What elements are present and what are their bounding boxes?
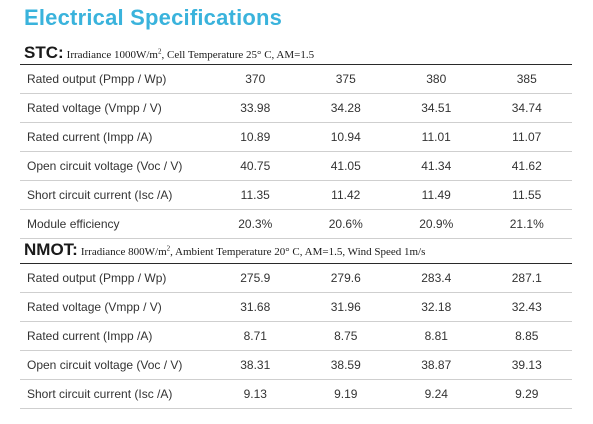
value-cell: 38.87 — [391, 350, 482, 380]
page-title: Electrical Specifications — [24, 5, 283, 30]
stc-conditions: Irradiance 1000W/m2, Cell Temperature 25… — [66, 47, 315, 61]
value-cell: 11.01 — [391, 122, 482, 152]
value-cell: 34.51 — [391, 93, 482, 123]
value-cell: 11.49 — [391, 180, 482, 210]
table-row: Module efficiency 20.3% 20.6% 20.9% 21.1% — [20, 209, 572, 239]
value-cell: 20.3% — [210, 209, 301, 239]
parameter-name: Open circuit voltage (Voc / V) — [20, 350, 210, 380]
table-row: Rated voltage (Vmpp / V) 31.68 31.96 32.18 3… — [20, 292, 572, 322]
value-cell: 39.13 — [481, 350, 572, 380]
parameter-name: Rated current (Impp /A) — [20, 122, 210, 152]
value-cell: 41.34 — [391, 151, 482, 181]
parameter-name: Short circuit current (Isc /A) — [20, 379, 210, 409]
value-cell: 21.1% — [481, 209, 572, 239]
value-cell: 9.24 — [391, 379, 482, 409]
value-cell: 40.75 — [210, 151, 301, 181]
parameter-name: Rated output (Pmpp / Wp) — [20, 64, 210, 94]
value-cell: 385 — [481, 64, 572, 94]
value-cell: 10.94 — [300, 122, 391, 152]
value-cell: 38.59 — [300, 350, 391, 380]
value-cell: 8.85 — [481, 321, 572, 351]
value-cell: 11.55 — [481, 180, 572, 210]
nmot-table: Rated output (Pmpp / Wp) 275.9 279.6 283.4 2… — [20, 263, 572, 409]
value-cell: 31.96 — [300, 292, 391, 322]
value-cell: 375 — [300, 64, 391, 94]
parameter-name: Rated output (Pmpp / Wp) — [20, 263, 210, 293]
value-cell: 32.18 — [391, 292, 482, 322]
value-cell: 34.28 — [300, 93, 391, 123]
value-cell: 8.81 — [391, 321, 482, 351]
value-cell: 31.68 — [210, 292, 301, 322]
value-cell: 9.13 — [210, 379, 301, 409]
value-cell: 11.35 — [210, 180, 301, 210]
parameter-name: Rated current (Impp /A) — [20, 321, 210, 351]
table-row: Rated current (Impp /A) 10.89 10.94 11.01 11… — [20, 122, 572, 152]
value-cell: 9.29 — [481, 379, 572, 409]
value-cell: 38.31 — [210, 350, 301, 380]
parameter-name: Open circuit voltage (Voc / V) — [20, 151, 210, 181]
value-cell: 10.89 — [210, 122, 301, 152]
value-cell: 380 — [391, 64, 482, 94]
value-cell: 11.42 — [300, 180, 391, 210]
value-cell: 20.6% — [300, 209, 391, 239]
value-cell: 41.05 — [300, 151, 391, 181]
value-cell: 8.71 — [210, 321, 301, 351]
value-cell: 11.07 — [481, 122, 572, 152]
table-row: Rated current (Impp /A) 8.71 8.75 8.81 8.85 — [20, 321, 572, 351]
value-cell: 279.6 — [300, 263, 391, 293]
table-row: Rated output (Pmpp / Wp) 275.9 279.6 283.4 2… — [20, 263, 572, 293]
stc-table: Rated output (Pmpp / Wp) 370 375 380 385 Rate… — [20, 64, 572, 239]
value-cell: 20.9% — [391, 209, 482, 239]
parameter-name: Short circuit current (Isc /A) — [20, 180, 210, 210]
value-cell: 275.9 — [210, 263, 301, 293]
table-row: Open circuit voltage (Voc / V) 38.31 38.59… — [20, 350, 572, 380]
nmot-label: NMOT: — [24, 240, 78, 259]
value-cell: 287.1 — [481, 263, 572, 293]
value-cell: 34.74 — [481, 93, 572, 123]
table-row: Open circuit voltage (Voc / V) 40.75 41.05… — [20, 151, 572, 181]
table-row: Rated voltage (Vmpp / V) 33.98 34.28 34.51 3… — [20, 93, 572, 123]
parameter-name: Rated voltage (Vmpp / V) — [20, 292, 210, 322]
parameter-name: Rated voltage (Vmpp / V) — [20, 93, 210, 123]
value-cell: 33.98 — [210, 93, 301, 123]
value-cell: 8.75 — [300, 321, 391, 351]
nmot-heading: NMOT: Irradiance 800W/m2, Ambient Tempera… — [24, 240, 425, 260]
table-row: Rated output (Pmpp / Wp) 370 375 380 385 — [20, 64, 572, 94]
nmot-conditions: Irradiance 800W/m2, Ambient Temperature … — [80, 244, 426, 258]
value-cell: 41.62 — [481, 151, 572, 181]
table-row: Short circuit current (Isc /A) 9.13 9.19 9.… — [20, 379, 572, 409]
table-row: Short circuit current (Isc /A) 11.35 11.42… — [20, 180, 572, 210]
value-cell: 32.43 — [481, 292, 572, 322]
parameter-name: Module efficiency — [20, 209, 210, 239]
stc-heading: STC: Irradiance 1000W/m2, Cell Temperatur… — [24, 43, 314, 63]
value-cell: 9.19 — [300, 379, 391, 409]
value-cell: 283.4 — [391, 263, 482, 293]
stc-label: STC: — [24, 43, 64, 62]
value-cell: 370 — [210, 64, 301, 94]
